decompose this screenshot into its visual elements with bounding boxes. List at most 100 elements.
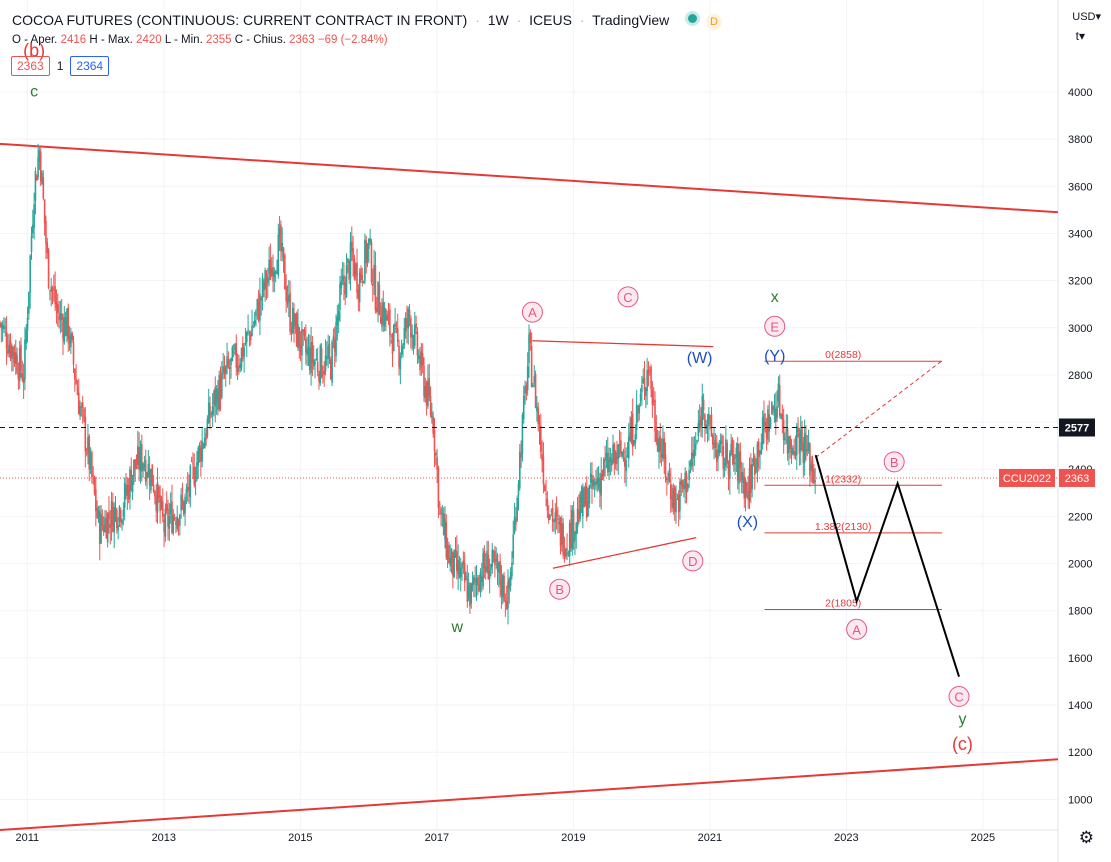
candle-body [648,369,651,371]
candle-body [454,550,457,553]
wave-label-circle [948,685,970,707]
candle-body [748,467,751,502]
candle-body [1,325,4,329]
candle-body [508,578,511,589]
candle-body [316,361,319,372]
candle-body [761,417,764,445]
wave-label-circle [883,451,905,473]
candle-body [269,259,272,280]
market-status-icon[interactable] [685,11,701,26]
candle-body [799,429,802,451]
candle-body [813,469,815,484]
candle-body [129,469,131,498]
candle-body [738,453,740,484]
trendline [0,142,1059,214]
wave-label: w [451,619,464,636]
delayed-data-badge[interactable]: D [706,14,722,30]
candle-body [547,513,550,521]
change-value: −69 (−2.84%) [317,34,388,46]
wave-label: (c) [952,734,973,754]
candle-body [618,443,621,445]
candle-body [756,443,759,468]
candle-body [46,242,49,253]
candle-body [793,451,795,455]
candle-body [604,458,606,461]
candle-body [633,443,635,445]
candle-body [217,389,219,410]
candle-body [561,523,563,545]
trendline [0,758,1059,831]
candle-body [307,346,310,354]
candle-body [54,286,56,305]
scale-mode-selector[interactable]: t▾ [1075,29,1085,43]
exchange-label: ICEUS [529,12,572,28]
candle-body [423,365,425,396]
candle-body [140,444,143,472]
wave-label: D [688,554,697,569]
y-tick-label: 4000 [1068,87,1092,99]
candle-body [147,463,150,477]
candle-body [340,281,343,289]
candle-body [500,580,503,596]
candle-body [719,440,722,445]
candle-body [507,581,509,609]
candle-body [354,264,357,276]
candle-body [167,508,169,527]
candle-body [714,440,717,448]
candle-body [79,406,81,417]
close-value: 2363 [289,34,315,46]
y-tick-label: 1000 [1068,794,1092,806]
candle-body [74,369,76,380]
candle-body [286,297,289,304]
candle-body [364,239,366,281]
candle-body [792,447,794,455]
candle-body [432,416,434,434]
candle-body [64,316,67,337]
candle-body [788,437,790,454]
candle-body [280,224,282,252]
candle-body [175,521,177,526]
y-tick-label: 3200 [1068,276,1092,288]
candle-body [121,519,123,524]
sell-button[interactable]: 2363 [11,56,50,76]
candle-body [294,314,297,327]
candle-body [228,366,231,370]
candle-body [265,274,268,286]
candle-body [726,442,729,464]
candle-body [152,485,155,492]
x-tick-label: 2025 [971,832,995,844]
contract-label-marker [999,468,1055,487]
candle-body [546,498,549,511]
currency-selector[interactable]: USD▾ [1072,11,1101,23]
candle-body [666,477,668,481]
buy-button[interactable]: 2364 [70,56,110,76]
interval-label[interactable]: 1W [487,12,509,28]
symbol-name[interactable]: COCOA FUTURES (CONTINUOUS: CURRENT CONTR… [12,12,468,28]
candle-body [545,493,547,495]
candle-body [773,407,776,413]
candle-body [301,329,303,356]
candle-body [263,281,265,291]
candle-body [617,444,620,460]
candle-body [659,436,662,452]
candle-body [781,414,784,421]
candle-body [324,355,327,372]
candle-body [488,570,491,580]
trendline [532,340,714,348]
candle-body [5,331,8,349]
candle-body [235,343,238,368]
candle-body [277,234,280,276]
candle-body [446,545,449,560]
candle-body [276,271,278,274]
candle-body [358,272,361,303]
candle-body [375,307,378,312]
wave-label: x [771,289,779,306]
candle-body [683,485,685,490]
candle-body [744,479,747,498]
candle-body [352,248,354,261]
candle-body [467,585,470,599]
candle-body [431,413,433,419]
candle-body [763,414,765,431]
settings-gear-icon[interactable]: ⚙ [1078,828,1094,847]
